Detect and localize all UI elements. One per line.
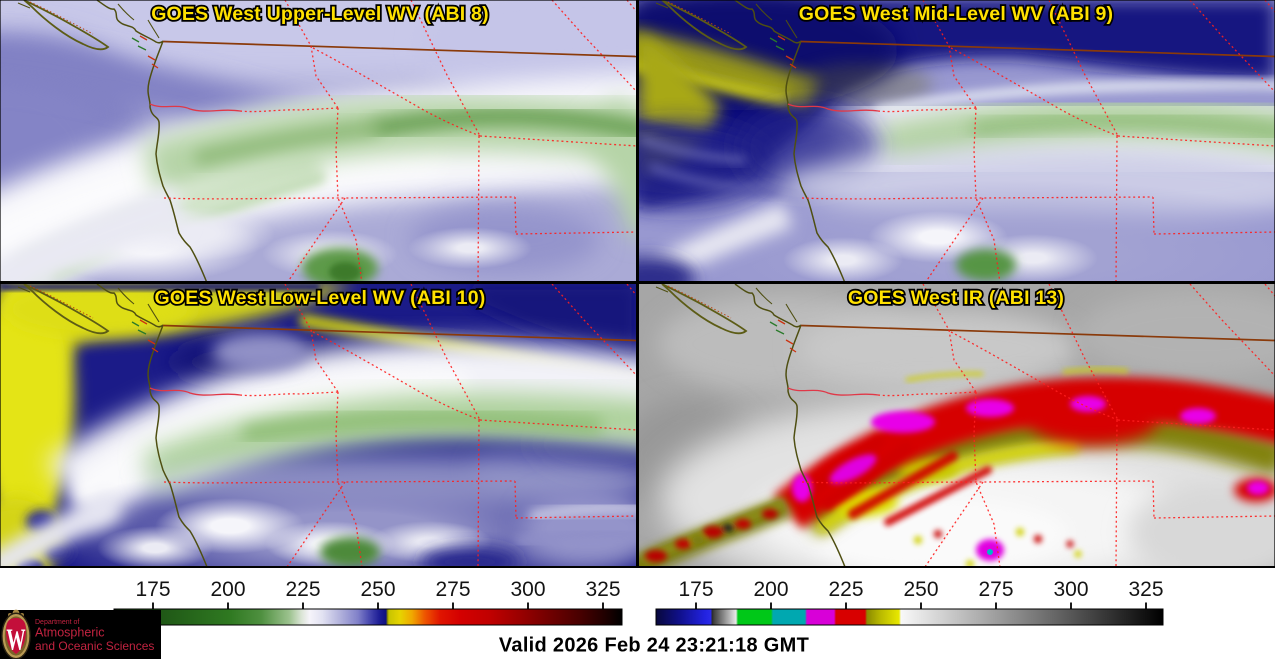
svg-text:GOES West Mid-Level WV (ABI 9): GOES West Mid-Level WV (ABI 9): [799, 3, 1113, 25]
svg-text:and Oceanic Sciences: and Oceanic Sciences: [35, 639, 154, 653]
svg-text:175: 175: [135, 578, 170, 601]
svg-text:275: 275: [978, 578, 1013, 601]
svg-text:300: 300: [1053, 578, 1088, 601]
svg-text:300: 300: [510, 578, 545, 601]
svg-text:275: 275: [435, 578, 470, 601]
svg-text:Valid 2026 Feb 24 23:21:18 GMT: Valid 2026 Feb 24 23:21:18 GMT: [499, 635, 809, 657]
svg-text:200: 200: [753, 578, 788, 601]
svg-text:W: W: [6, 622, 25, 657]
svg-text:250: 250: [903, 578, 938, 601]
svg-text:GOES West Upper-Level WV (ABI: GOES West Upper-Level WV (ABI 8): [151, 3, 489, 25]
svg-text:200: 200: [210, 578, 245, 601]
svg-text:250: 250: [360, 578, 395, 601]
svg-text:325: 325: [1128, 578, 1163, 601]
svg-text:GOES West Low-Level WV (ABI 10: GOES West Low-Level WV (ABI 10): [155, 287, 486, 309]
svg-text:Department of: Department of: [35, 619, 79, 626]
svg-text:175: 175: [678, 578, 713, 601]
svg-text:GOES West IR (ABI 13): GOES West IR (ABI 13): [848, 287, 1064, 309]
svg-text:Atmospheric: Atmospheric: [35, 626, 104, 640]
svg-text:325: 325: [585, 578, 620, 601]
svg-text:225: 225: [828, 578, 863, 601]
svg-text:225: 225: [285, 578, 320, 601]
